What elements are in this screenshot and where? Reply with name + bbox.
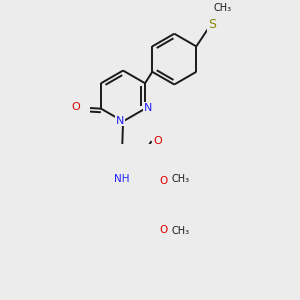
Text: O: O — [159, 224, 167, 235]
Text: O: O — [159, 176, 167, 186]
Text: S: S — [208, 18, 216, 31]
Text: NH: NH — [114, 174, 129, 184]
Text: CH₃: CH₃ — [214, 4, 232, 14]
Text: N: N — [144, 103, 152, 113]
Text: O: O — [71, 102, 80, 112]
Text: N: N — [116, 116, 124, 126]
Text: O: O — [153, 136, 162, 146]
Text: CH₃: CH₃ — [171, 226, 189, 236]
Text: CH₃: CH₃ — [171, 174, 189, 184]
